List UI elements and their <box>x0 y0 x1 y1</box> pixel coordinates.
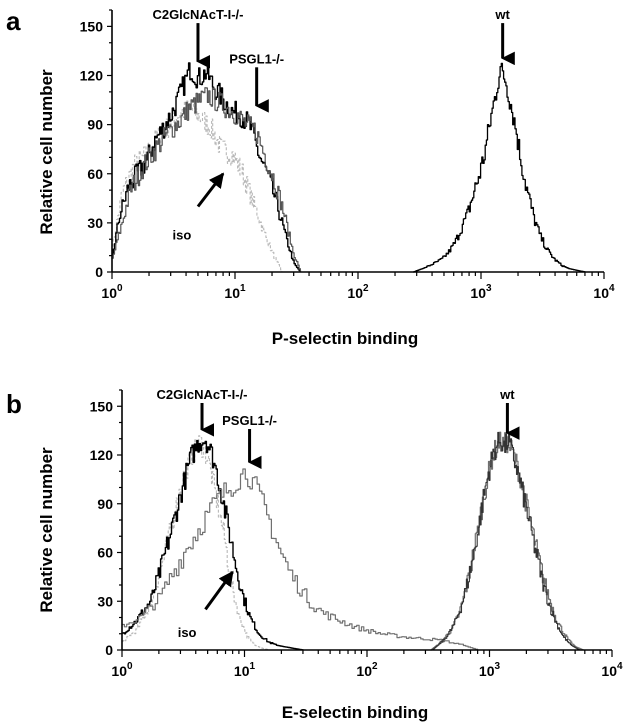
panel-b-annotation-label-3: iso <box>178 625 197 640</box>
panel-b-annotation-label-1: PSGL1-/- <box>222 413 277 428</box>
panel-b-annotation-label-0: C2GlcNAcT-I-/- <box>157 387 248 402</box>
panel-a-series-layer <box>112 62 586 273</box>
panel-b-annotations: C2GlcNAcT-I-/- PSGL1-/- wt iso <box>157 387 520 640</box>
panel-a-x-tick-label-2: 102 <box>347 283 369 301</box>
panel-a-x-tick-label-0: 100 <box>101 283 123 301</box>
panel-a-x-tick-label-3: 103 <box>470 283 492 301</box>
panel-b-y-tick-label-3: 90 <box>97 496 113 512</box>
panel-b-x-tick-label-3: 103 <box>479 661 501 679</box>
panel-b-y-axis-title: Relative cell number <box>37 447 56 613</box>
panel-a-series-1-line <box>112 100 283 272</box>
panel-b-x-tick-label-2: 102 <box>356 661 378 679</box>
panel-b-chart: b Relative cell number E-selectin bindin… <box>6 387 623 722</box>
panel-a-annotation-label-2: wt <box>494 7 510 22</box>
panel-b-x-tick-label-0: 100 <box>111 661 133 679</box>
panel-a-x-tick-label-1: 101 <box>224 283 246 301</box>
panel-b-axes: 0 30 60 90 120 150 100 101 102 103 104 <box>90 389 623 679</box>
panel-a-annotation-label-0: C2GlcNAcT-I-/- <box>152 7 243 22</box>
panel-a-y-tick-label-0: 0 <box>95 264 103 280</box>
panel-b-x-tick-label-4: 104 <box>601 661 623 679</box>
panel-b-y-tick-label-2: 60 <box>97 545 113 561</box>
panel-b-label: b <box>6 389 22 419</box>
panel-a-x-tick-label-4: 104 <box>593 283 615 301</box>
panel-a-axes: 0 30 60 90 120 150 100 101 102 103 104 <box>80 9 615 301</box>
panel-b-annotation-arrow-3 <box>204 570 234 611</box>
panel-b-annotation-label-2: wt <box>499 387 515 402</box>
panel-a-annotations: C2GlcNAcT-I-/- PSGL1-/- wt iso <box>152 7 515 242</box>
panel-a-y-tick-label-1: 30 <box>87 215 103 231</box>
panel-b-series-5-line <box>432 431 580 651</box>
panel-b-y-tick-label-0: 0 <box>105 642 113 658</box>
panel-b-series-1-line <box>122 435 271 651</box>
panel-b-y-tick-label-4: 120 <box>90 447 114 463</box>
panel-b-y-tick-label-1: 30 <box>97 593 113 609</box>
panel-a-annotation-label-3: iso <box>172 227 191 242</box>
panel-a-series-2-line <box>112 62 302 272</box>
panel-a-y-tick-label-2: 60 <box>87 166 103 182</box>
panel-b-series-2-line <box>122 439 304 651</box>
panel-a-x-axis-title: P-selectin binding <box>272 329 418 348</box>
panel-a-y-axis-title: Relative cell number <box>37 69 56 235</box>
panel-a-label: a <box>6 6 21 36</box>
panel-b-y-tick-label-5: 150 <box>90 398 114 414</box>
panel-b-series-4-line <box>430 431 584 651</box>
panel-a-series-3-line <box>112 87 301 272</box>
panel-a-annotation-label-1: PSGL1-/- <box>229 51 284 66</box>
panel-a-y-tick-label-5: 150 <box>80 18 104 34</box>
panel-b-x-tick-label-1: 101 <box>234 661 256 679</box>
panel-a-y-tick-label-4: 120 <box>80 68 104 84</box>
panel-b-series-3-line <box>122 468 479 650</box>
panel-b-series-layer <box>122 431 584 651</box>
panel-a-series-4-line <box>413 62 586 273</box>
panel-a-annotation-arrow-3 <box>196 172 225 208</box>
panel-a-chart: a Relative cell number P-selectin bindin… <box>6 6 615 348</box>
panel-b-x-axis-title: E-selectin binding <box>282 703 428 722</box>
panel-a-y-tick-label-3: 90 <box>87 117 103 133</box>
